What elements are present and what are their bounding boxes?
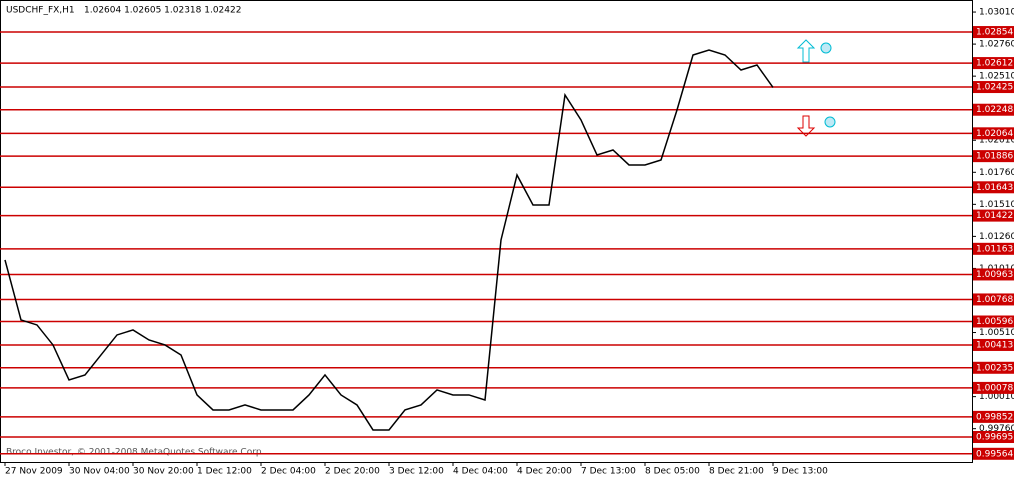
y-tick-label: 1.01510	[979, 200, 1014, 210]
level-label: 0.99852	[976, 412, 1013, 422]
chart-subtitle: 1.02604 1.02605 1.02318 1.02422	[84, 6, 241, 16]
y-tick-label: 1.02760	[979, 40, 1014, 50]
x-tick-label: 7 Dec 13:00	[581, 467, 636, 477]
hand-icon	[824, 116, 836, 128]
level-label-bg	[973, 127, 1014, 140]
level-label: 1.01422	[976, 211, 1013, 221]
level-label-bg	[973, 242, 1014, 255]
level-label-bg	[973, 26, 1014, 39]
level-label: 1.00413	[976, 340, 1013, 350]
x-tick-label: 2 Dec 20:00	[325, 467, 380, 477]
level-label: 1.01886	[976, 152, 1013, 162]
x-tick-label: 4 Dec 20:00	[517, 467, 572, 477]
y-tick-label: 1.00510	[979, 328, 1014, 338]
x-tick-label: 9 Dec 13:00	[773, 467, 828, 477]
level-label-bg	[973, 361, 1014, 374]
level-label-bg	[973, 103, 1014, 116]
level-label: 1.01643	[976, 183, 1013, 193]
x-tick-label: 3 Dec 12:00	[389, 467, 444, 477]
y-tick-label: 1.02010	[979, 136, 1014, 146]
level-label-bg	[973, 431, 1014, 444]
x-tick-label: 1 Dec 12:00	[197, 467, 252, 477]
y-tick-label: 1.01260	[979, 232, 1014, 242]
level-label-bg	[973, 293, 1014, 306]
level-label: 1.02612	[976, 59, 1013, 69]
y-tick-label: 1.03010	[979, 8, 1014, 18]
level-label: 0.99564	[976, 449, 1013, 459]
level-label-bg	[973, 315, 1014, 328]
chart-title: USDCHF_FX,H1	[6, 6, 75, 16]
down-arrow	[796, 115, 816, 137]
y-tick-label: 0.99760	[979, 424, 1014, 434]
y-tick-label: 1.01760	[979, 168, 1014, 178]
x-tick-label: 4 Dec 04:00	[453, 467, 508, 477]
level-label: 1.00596	[976, 317, 1013, 327]
x-tick-label: 30 Nov 04:00	[69, 467, 130, 477]
level-label: 1.00963	[976, 270, 1013, 280]
level-label-bg	[973, 447, 1014, 460]
level-label-bg	[973, 81, 1014, 94]
level-label-bg	[973, 150, 1014, 163]
level-label: 0.99695	[976, 433, 1013, 443]
plot-frame	[0, 0, 973, 463]
footer: Broco Investor, © 2001-2008 MetaQuotes S…	[6, 448, 265, 458]
x-tick-label: 27 Nov 2009	[5, 467, 63, 477]
level-label-bg	[973, 410, 1014, 423]
hand-icon	[820, 42, 832, 54]
level-label-bg	[973, 338, 1014, 351]
price-line	[4, 49, 774, 431]
x-tick-label: 30 Nov 20:00	[133, 467, 194, 477]
level-label-bg	[973, 268, 1014, 281]
x-tick-label: 8 Dec 05:00	[645, 467, 700, 477]
level-label: 1.02425	[976, 83, 1013, 93]
level-label-bg	[973, 381, 1014, 394]
level-label: 1.02064	[976, 129, 1013, 139]
y-tick-label: 1.00010	[979, 392, 1014, 402]
level-label-bg	[973, 181, 1014, 194]
level-label: 1.02854	[976, 28, 1013, 38]
level-label: 1.00235	[976, 363, 1013, 373]
level-label-bg	[973, 57, 1014, 70]
level-label: 1.02248	[976, 105, 1013, 115]
level-label: 1.00768	[976, 295, 1013, 305]
x-tick-label: 8 Dec 21:00	[709, 467, 764, 477]
x-tick-label: 2 Dec 04:00	[261, 467, 316, 477]
level-label: 1.01163	[976, 244, 1013, 254]
y-tick-label: 1.02510	[979, 72, 1014, 82]
level-label-bg	[973, 209, 1014, 222]
level-label: 1.00078	[976, 383, 1013, 393]
up-arrow	[796, 39, 816, 63]
